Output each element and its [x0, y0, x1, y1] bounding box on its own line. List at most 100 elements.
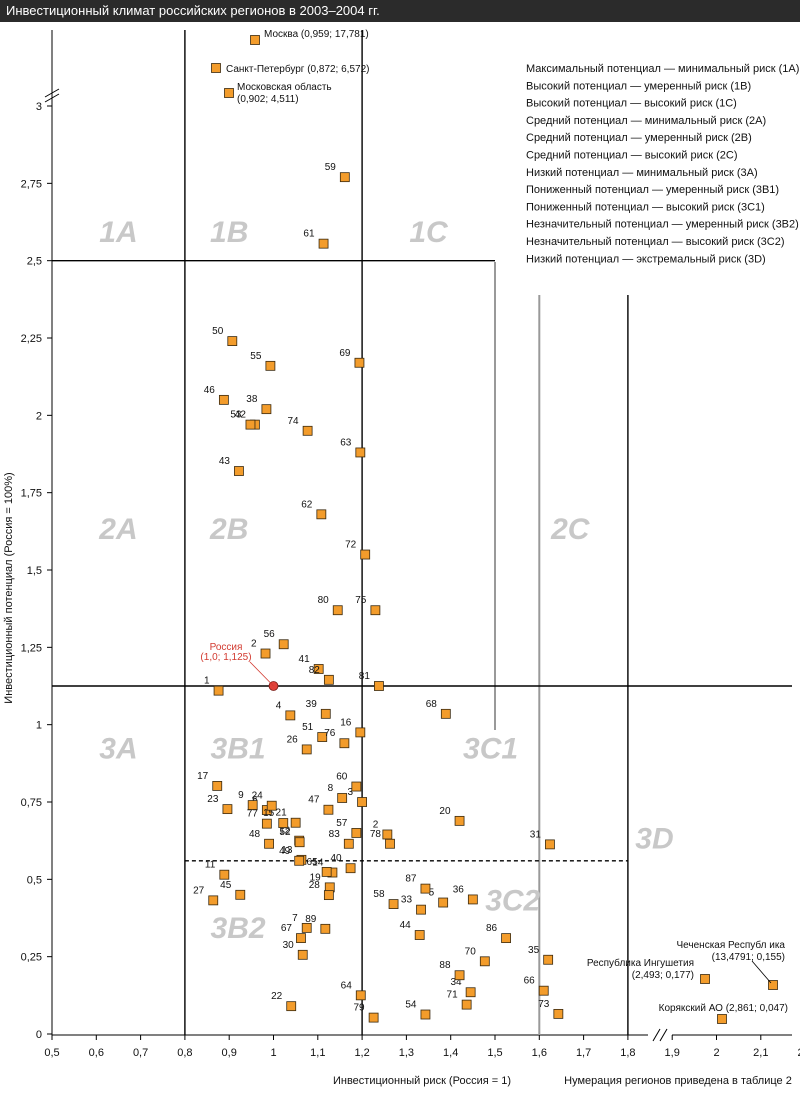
region-marker-89 [320, 923, 331, 934]
y-tick-label: 3 [36, 101, 42, 113]
y-tick-label: 2,25 [21, 333, 42, 345]
region-marker-50 [227, 336, 238, 347]
region-marker-72 [360, 549, 371, 560]
zone-label-3a: 3A [99, 733, 137, 766]
region-marker-69 [354, 357, 365, 368]
region-marker-61 [318, 238, 329, 249]
region-label-2: 2 [251, 639, 257, 650]
region-marker-11 [219, 869, 230, 880]
region-marker-4 [285, 710, 296, 721]
region-marker-34 [465, 987, 476, 998]
region-label-64: 64 [341, 980, 353, 991]
x-tick-label: 1,1 [310, 1047, 325, 1059]
region-label-22: 22 [271, 991, 283, 1002]
region-marker-82 [323, 674, 334, 685]
region-label-17: 17 [197, 771, 209, 782]
region-label-26: 26 [287, 734, 299, 745]
region-marker-59 [339, 172, 350, 183]
region-label-42: 42 [235, 410, 247, 421]
outlier-label: Корякский АО (2,861; 0,047) [659, 1003, 788, 1014]
region-label-68: 68 [426, 699, 438, 710]
region-label-44: 44 [400, 920, 412, 931]
outlier-label: Московская область [237, 81, 332, 93]
region-label-83: 83 [329, 829, 341, 840]
region-marker-70 [479, 956, 490, 967]
chart-title-bar: Инвестиционный климат российских регионо… [0, 0, 800, 22]
x-tick-label: 2,2 [797, 1047, 800, 1059]
region-label-23: 23 [207, 794, 219, 805]
y-tick-label: 1,5 [27, 565, 42, 577]
region-label-5: 5 [429, 888, 435, 899]
region-marker-74 [302, 425, 313, 436]
region-label-14: 14 [312, 858, 324, 869]
x-axis-title: Инвестиционный риск (Россия = 1) [333, 1075, 511, 1087]
region-label-82: 82 [309, 665, 321, 676]
region-marker-1 [213, 685, 224, 696]
region-label-62: 62 [301, 499, 313, 510]
region-marker-62 [316, 509, 327, 520]
zone-label-3b2: 3B2 [211, 912, 266, 945]
region-marker-88 [454, 970, 465, 981]
region-marker-55 [265, 360, 276, 371]
zone-label-3d: 3D [635, 822, 673, 855]
region-label-36: 36 [453, 884, 465, 895]
region-label-33: 33 [401, 895, 413, 906]
x-tick-label: 1,4 [443, 1047, 458, 1059]
x-tick-label: 1 [270, 1047, 276, 1059]
region-label-46: 46 [204, 385, 216, 396]
region-label-49: 49 [279, 846, 291, 857]
region-marker-30 [297, 949, 308, 960]
y-tick-label: 2,5 [27, 256, 42, 268]
y-tick-label: 1,75 [21, 488, 42, 500]
region-label-70: 70 [465, 946, 477, 957]
zone-label-3c2: 3C2 [485, 884, 540, 917]
region-label-80: 80 [318, 595, 330, 606]
region-marker-87 [420, 883, 431, 894]
region-marker-24 [266, 800, 277, 811]
region-label-60: 60 [336, 772, 348, 783]
region-label-21: 21 [276, 808, 288, 819]
region-label-1: 1 [204, 676, 210, 687]
region-marker-5 [438, 897, 449, 908]
x-tick-label: 1,8 [620, 1047, 635, 1059]
region-marker-75 [370, 605, 381, 616]
x-tick-label: 1,2 [354, 1047, 369, 1059]
zone-label-2b: 2B [209, 513, 248, 546]
region-marker-54 [420, 1009, 431, 1020]
legend-entry: Средний потенциал — высокий риск (2С) [526, 150, 737, 162]
x-tick-label: 0,5 [44, 1047, 59, 1059]
region-label-81: 81 [359, 671, 371, 682]
outlier-leader-line [751, 960, 772, 984]
outlier-marker [211, 63, 221, 73]
region-label-76: 76 [324, 728, 336, 739]
x-tick-label: 0,6 [89, 1047, 104, 1059]
zone-label-3c1: 3C1 [463, 733, 518, 766]
region-label-38: 38 [246, 394, 258, 405]
region-marker-78 [385, 838, 395, 849]
region-marker-31 [545, 839, 555, 850]
y-tick-label: 0,5 [27, 874, 42, 886]
region-label-4: 4 [276, 700, 282, 711]
outlier-label: Республика Ингушетия [587, 957, 694, 969]
y-tick-label: 2 [36, 410, 42, 422]
region-label-72: 72 [345, 540, 357, 551]
region-marker-56 [278, 639, 289, 650]
region-marker-43 [234, 466, 244, 476]
region-label-88: 88 [439, 960, 451, 971]
region-label-55: 55 [250, 351, 262, 362]
outlier-value-label: (13,4791; 0,155) [712, 952, 785, 963]
region-marker-7 [301, 922, 312, 933]
region-label-12: 12 [279, 826, 291, 837]
outlier-label: Москва (0,959; 17,781) [264, 29, 369, 40]
y-axis-break-mark [44, 93, 60, 103]
region-label-2: 2 [373, 819, 379, 830]
region-label-45: 45 [220, 880, 232, 891]
region-marker-23 [222, 804, 233, 815]
region-marker-52 [294, 837, 305, 848]
outlier-marker [717, 1014, 727, 1024]
region-label-51: 51 [302, 722, 314, 733]
region-marker-28 [323, 890, 334, 901]
region-marker-66 [538, 985, 549, 996]
region-label-78: 78 [370, 829, 382, 840]
